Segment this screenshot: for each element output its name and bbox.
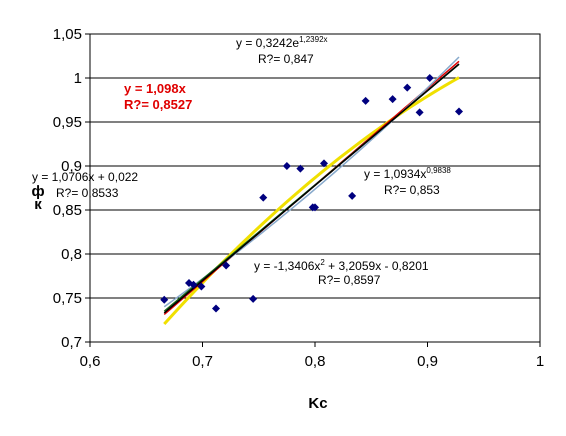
x-tick-labels: 0,6 0,7 0,8 0,9 1 [80, 342, 544, 370]
y-tick-label: 1 [74, 70, 82, 87]
annotation-exp-equation: y = 0,3242e1,2392x [236, 35, 328, 50]
x-tick-label: 1 [536, 353, 544, 370]
annotation-red-r2: R?= 0,8527 [124, 97, 192, 112]
data-point [259, 193, 268, 202]
annotation-exp-r2: R?= 0,847 [258, 52, 314, 66]
y-tick-label: 0,85 [53, 202, 82, 219]
annotation-poly-equation: y = -1,3406x2 + 3,2059x - 0,8201 [254, 258, 429, 273]
y-tick-label: 0,95 [53, 114, 82, 131]
y-tick-labels: 0,7 0,75 0,8 0,85 0,9 0,95 1 1,05 [53, 26, 90, 351]
data-point [197, 282, 206, 291]
x-tick-label: 0,6 [80, 353, 101, 370]
data-point [455, 107, 463, 116]
x-axis-title: Kc [308, 395, 327, 412]
data-point [403, 83, 412, 92]
data-point [212, 304, 220, 313]
data-point [361, 96, 370, 105]
annotation-linear-equation: y = 1,0706x + 0,022 [32, 170, 138, 184]
annotation-poly-r2: R?= 0,8597 [318, 273, 381, 287]
data-point [296, 164, 305, 173]
data-point [348, 191, 357, 200]
plot-area [89, 33, 541, 343]
trendlines [163, 56, 460, 326]
data-point [320, 159, 328, 168]
data-point [282, 162, 291, 170]
data-point [189, 280, 198, 289]
data-points [160, 74, 463, 313]
trendline-power [163, 63, 460, 314]
annotation-red-equation: y = 1,098x [124, 81, 187, 96]
x-tick-label: 0,9 [417, 353, 438, 370]
annotation-power-r2: R?= 0,853 [384, 183, 440, 197]
y-tick-label: 0,7 [61, 334, 82, 351]
data-point [311, 203, 319, 212]
y-tick-label: 1,05 [53, 26, 82, 43]
y-tick-label: 0,8 [61, 246, 82, 263]
data-point [160, 295, 169, 304]
data-point [249, 294, 258, 303]
data-point [222, 261, 231, 270]
y-tick-label: 0,75 [53, 290, 82, 307]
data-point [388, 95, 397, 104]
x-tick-label: 0,7 [192, 353, 213, 370]
data-point [415, 108, 424, 117]
annotation-power-equation: y = 1,0934x0,9838 [364, 166, 451, 181]
annotation-linear-r2: R?= 0,8533 [56, 186, 119, 200]
x-tick-label: 0,8 [305, 353, 326, 370]
y-tick-label: 0,9 [61, 158, 82, 175]
data-point [425, 74, 434, 82]
